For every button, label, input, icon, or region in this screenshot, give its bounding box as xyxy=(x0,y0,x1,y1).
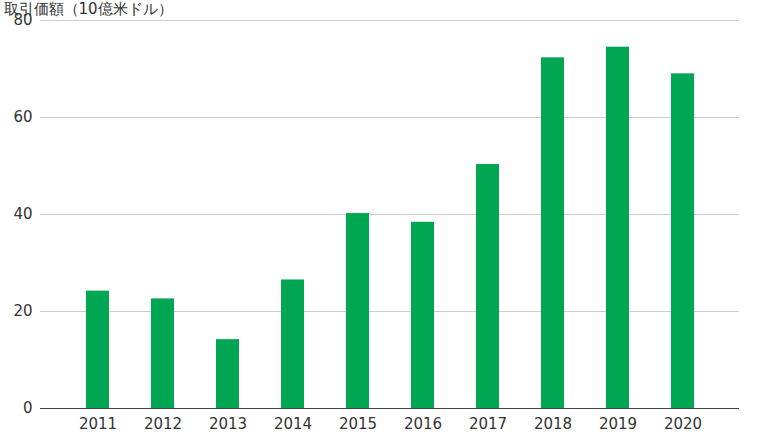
svg-text:2015: 2015 xyxy=(339,415,377,433)
svg-text:取引価額（10億米ドル）: 取引価額（10億米ドル） xyxy=(4,0,173,18)
svg-text:80: 80 xyxy=(13,11,33,30)
svg-text:0: 0 xyxy=(23,399,33,417)
svg-text:40: 40 xyxy=(13,205,32,223)
svg-text:2017: 2017 xyxy=(469,415,507,433)
svg-text:2018: 2018 xyxy=(534,415,572,433)
svg-text:2013: 2013 xyxy=(209,415,247,433)
svg-text:60: 60 xyxy=(13,108,32,126)
svg-text:2011: 2011 xyxy=(79,415,117,433)
svg-text:2012: 2012 xyxy=(144,415,182,433)
svg-text:2016: 2016 xyxy=(404,415,442,433)
svg-text:2019: 2019 xyxy=(599,415,637,433)
svg-text:2014: 2014 xyxy=(274,415,312,433)
svg-text:20: 20 xyxy=(13,302,32,320)
svg-text:2020: 2020 xyxy=(664,415,702,433)
